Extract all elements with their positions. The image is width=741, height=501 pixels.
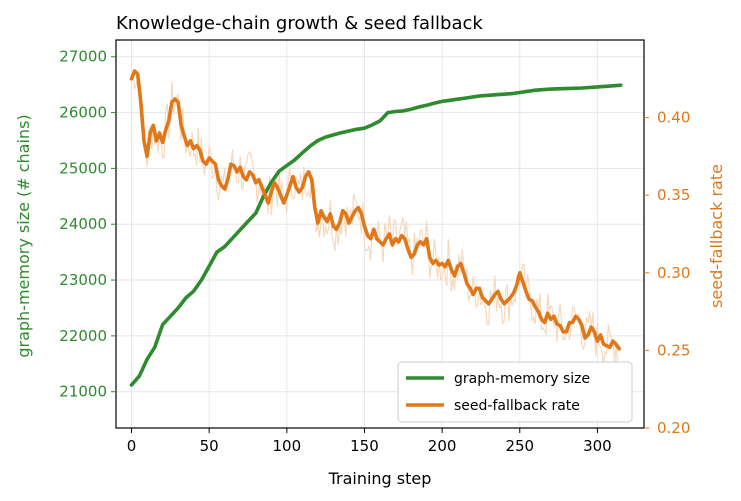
left-y-tick-label: 26000	[59, 104, 107, 122]
chart-title: Knowledge-chain growth & seed fallback	[116, 13, 483, 34]
x-tick-label: 250	[505, 437, 534, 455]
x-tick-label: 150	[350, 437, 379, 455]
left-y-tick-label: 23000	[59, 271, 107, 289]
right-y-tick-label: 0.25	[657, 341, 690, 359]
left-y-tick-label: 27000	[59, 48, 107, 66]
legend-label-graph-memory-size: graph-memory size	[454, 371, 590, 387]
right-y-tick-label: 0.35	[657, 186, 690, 204]
x-tick-label: 0	[127, 437, 137, 455]
x-axis-ticks: 0 50 100 150 200 250 300	[127, 428, 612, 455]
legend-label-seed-fallback-rate: seed-fallback rate	[454, 398, 580, 414]
right-y-tick-label: 0.30	[657, 264, 690, 282]
legend-box	[397, 361, 633, 423]
legend: graph-memory size seed-fallback rate	[397, 361, 633, 423]
left-y-tick-label: 22000	[59, 327, 107, 345]
x-tick-label: 300	[583, 437, 612, 455]
x-tick-label: 50	[200, 437, 219, 455]
right-y-axis-title: seed-fallback rate	[707, 164, 726, 308]
left-y-axis-title: graph-memory size (# chains)	[14, 114, 33, 357]
left-y-axis-ticks: 21000 22000 23000 24000 25000 26000 27000	[59, 48, 116, 401]
left-y-tick-label: 25000	[59, 159, 107, 177]
x-axis-title: Training step	[328, 469, 432, 488]
right-y-tick-label: 0.20	[657, 419, 690, 437]
series-line-seed-fallback-rate	[129, 69, 621, 351]
x-tick-label: 200	[428, 437, 457, 455]
plot-frame	[115, 39, 645, 429]
left-y-tick-label: 21000	[59, 383, 107, 401]
right-y-tick-label: 0.40	[657, 109, 690, 127]
right-y-axis-ticks: 0.20 0.25 0.30 0.35 0.40	[644, 109, 690, 437]
x-tick-label: 100	[273, 437, 302, 455]
left-y-tick-label: 24000	[59, 215, 107, 233]
series-line-graph-memory-size	[129, 83, 623, 387]
